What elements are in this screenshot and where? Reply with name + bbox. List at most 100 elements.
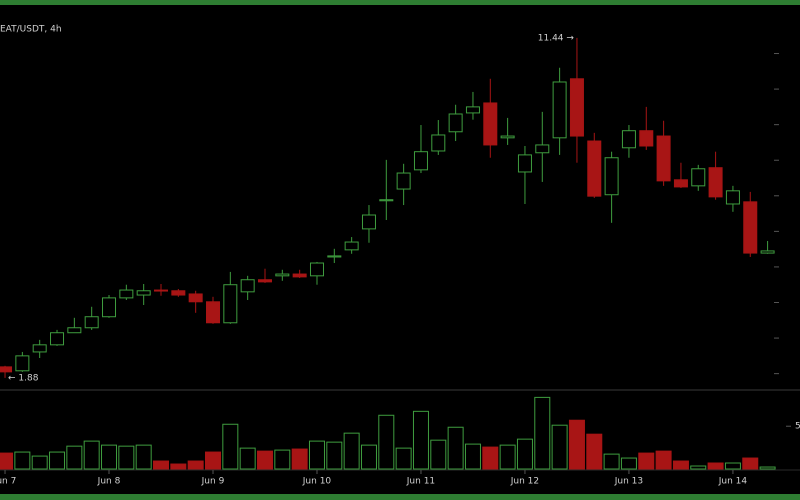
volume-bar [395, 447, 412, 470]
candle-body [760, 250, 775, 254]
volume-bar [620, 457, 637, 470]
low-annotation: ← 1.88 [8, 373, 39, 383]
volume-bar [690, 465, 707, 470]
candle-body [413, 151, 428, 171]
candle-body [448, 113, 463, 133]
volume-bar [118, 445, 135, 470]
candle-body [743, 201, 758, 254]
volume-tick-label: 5 [795, 422, 800, 432]
volume-bar [187, 460, 204, 470]
volume-bar [66, 445, 83, 470]
volume-bar [360, 444, 377, 470]
x-tick-label: Jun 7 [0, 477, 16, 487]
volume-bar [326, 441, 343, 470]
volume-bar [239, 447, 256, 470]
candle-body [344, 241, 359, 251]
volume-bar [274, 449, 291, 470]
candle-body [587, 140, 602, 197]
candle-body [483, 102, 498, 146]
volume-bar [204, 451, 221, 470]
candle-body [673, 179, 688, 188]
candle-body [205, 301, 220, 324]
volume-bar [412, 410, 429, 470]
volume-bar [343, 432, 360, 470]
candle-body [223, 284, 238, 324]
bottom-border [0, 494, 800, 500]
volume-bar [291, 448, 308, 470]
candle-body [691, 168, 706, 187]
candle-body [535, 144, 550, 154]
candle-body [67, 327, 82, 334]
volume-bar [586, 433, 603, 470]
volume-bar [724, 462, 741, 470]
x-tick-label: Jun 13 [614, 477, 643, 487]
candle-body [0, 366, 13, 373]
candle-body [15, 355, 30, 372]
x-tick-label: Jun 12 [510, 477, 539, 487]
candle-body [188, 293, 203, 303]
volume-bar [31, 455, 48, 470]
chart-title: EAT/USDT, 4h [0, 25, 62, 35]
candle-body [465, 106, 480, 114]
volume-bar [482, 446, 499, 470]
volume-bar [655, 450, 672, 470]
volume-bar [83, 440, 100, 470]
candle-body [240, 279, 255, 293]
candle-body [396, 172, 411, 190]
volume-bar [742, 457, 759, 470]
volume-bar [222, 423, 239, 470]
candle-body [154, 289, 169, 292]
volume-bar [672, 460, 689, 470]
candle-body [500, 135, 515, 139]
volume-bar [534, 396, 551, 470]
x-tick-label: Jun 11 [406, 477, 435, 487]
volume-bar [516, 438, 533, 470]
candle-body [431, 134, 446, 152]
candle-body [136, 290, 151, 296]
candle-body [309, 262, 324, 277]
candle-body [50, 332, 65, 346]
candle-body [84, 316, 99, 329]
candle-body [257, 279, 272, 283]
x-tick-label: Jun 14 [718, 477, 748, 487]
candle-body [708, 167, 723, 198]
volume-bar [308, 440, 325, 470]
volume-bar [447, 426, 464, 470]
volume-bar [603, 453, 620, 470]
volume-bar [101, 444, 118, 470]
x-tick-label: Jun 9 [201, 477, 225, 487]
volume-bar [135, 444, 152, 470]
volume-bar [551, 424, 568, 470]
candle-body [552, 81, 567, 139]
x-tick-label: Jun 10 [302, 477, 332, 487]
volume-bar [568, 419, 585, 470]
volume-bar [430, 439, 447, 470]
volume-bar [0, 452, 14, 470]
candle-body [656, 135, 671, 182]
volume-bar [638, 452, 655, 470]
candle-body [292, 273, 307, 278]
candle-body [275, 273, 290, 277]
volume-bar [759, 466, 776, 470]
volume-bar [256, 450, 273, 470]
candle-body [102, 297, 117, 318]
volume-bar [170, 463, 187, 470]
volume-bar [49, 451, 66, 470]
candle-body [569, 78, 584, 137]
candle-body [604, 157, 619, 196]
candle-body [171, 290, 186, 296]
candle-body [725, 190, 740, 205]
candle-body [119, 289, 134, 299]
candle-body [32, 344, 47, 353]
volume-bar [153, 460, 170, 470]
candle-body [639, 130, 654, 147]
candle-body [517, 154, 532, 173]
volume-bar [707, 462, 724, 470]
volume-bar [378, 414, 395, 470]
x-tick-label: Jun 8 [97, 477, 121, 487]
candle-body [621, 130, 636, 149]
volume-bar [14, 451, 31, 470]
